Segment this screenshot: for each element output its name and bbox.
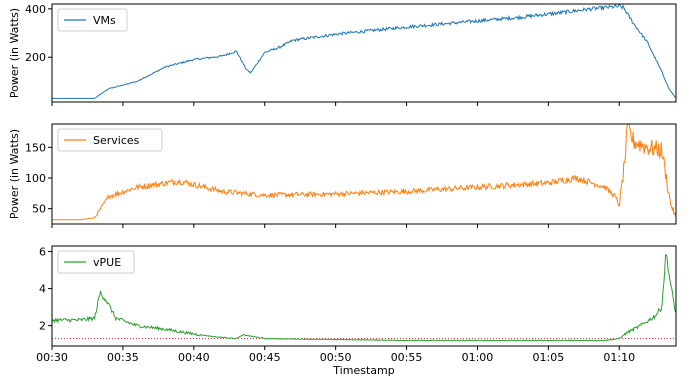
legend-label: Services	[93, 134, 140, 147]
legend: VMs	[57, 8, 128, 32]
y-axis-title: Power (in Watts)	[8, 129, 21, 219]
legend-label: vPUE	[93, 256, 121, 269]
y-tick-label: 6	[39, 246, 46, 259]
x-tick-label: 00:45	[249, 351, 281, 364]
x-tick-label: 00:40	[178, 351, 210, 364]
panel-services: 50 100 150 Power (in Watts) Services	[8, 123, 677, 228]
y-axis-title: Power (in Watts)	[8, 8, 21, 98]
panel-vpue: 2 4 6 00:30 00:35 00:40 00:45 00:50 00:55 01:00 01…	[36, 245, 677, 364]
legend-box	[57, 250, 135, 274]
y-tick-label: 2	[39, 320, 46, 333]
x-tick-label: 00:30	[36, 351, 68, 364]
legend: vPUE	[57, 250, 135, 274]
y-tick-label: 4	[39, 283, 46, 296]
x-tick-label: 01:05	[533, 351, 565, 364]
x-axis-title: Timestamp	[332, 364, 394, 377]
legend-box	[57, 128, 163, 152]
panel-vms: 200 400 Power (in Watts) VMs	[8, 3, 677, 106]
x-tick-label: 00:55	[391, 351, 423, 364]
y-tick-label: 100	[25, 172, 46, 185]
y-tick-label: 150	[25, 141, 46, 154]
axes-frame	[51, 123, 677, 225]
series-line-vpue	[52, 254, 676, 342]
series-line-vms	[52, 4, 676, 99]
y-tick-label: 50	[32, 203, 46, 216]
x-tick-label: 01:10	[603, 351, 635, 364]
series-line-services	[52, 124, 676, 221]
y-tick-label: 200	[25, 51, 46, 64]
legend-box	[57, 8, 128, 32]
panels: 200 400 Power (in Watts) VMs 50 100 150 Power (…	[8, 3, 677, 364]
x-tick-label: 00:35	[107, 351, 139, 364]
y-tick-label: 400	[25, 3, 46, 16]
x-tick-label: 01:00	[462, 351, 494, 364]
legend: Services	[57, 128, 163, 152]
axes-frame	[51, 245, 677, 347]
x-tick-label: 00:50	[320, 351, 352, 364]
axes-frame	[51, 3, 677, 103]
legend-label: VMs	[93, 14, 116, 27]
